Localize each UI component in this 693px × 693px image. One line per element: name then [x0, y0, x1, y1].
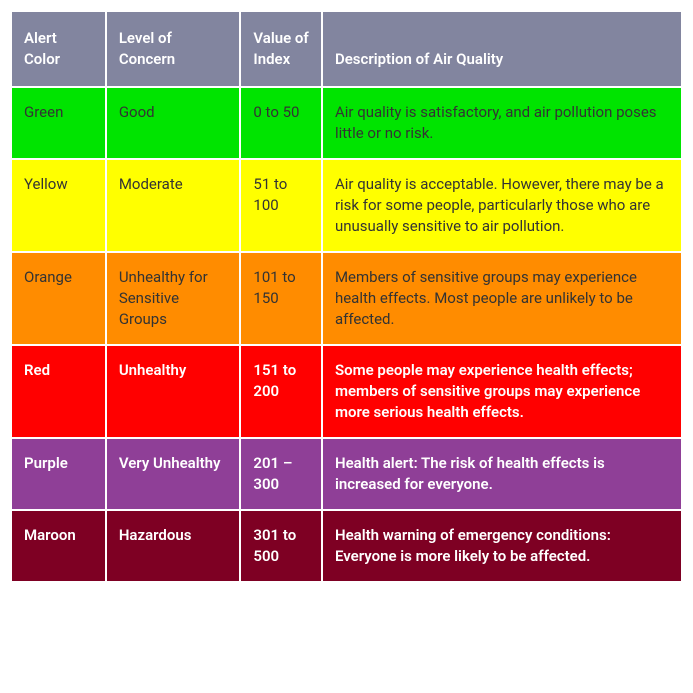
- table-row: RedUnhealthy151 to 200Some people may ex…: [12, 346, 681, 437]
- table-row: GreenGood0 to 50Air quality is satisfact…: [12, 88, 681, 158]
- cell-description: Air quality is satisfactory, and air pol…: [323, 88, 681, 158]
- cell-value: 201 – 300: [241, 439, 321, 509]
- cell-alert-color: Yellow: [12, 160, 105, 251]
- table-body: GreenGood0 to 50Air quality is satisfact…: [12, 88, 681, 581]
- cell-alert-color: Purple: [12, 439, 105, 509]
- cell-description: Some people may experience health effect…: [323, 346, 681, 437]
- cell-level: Unhealthy for Sensitive Groups: [107, 253, 240, 344]
- header-value-of-index: Value of Index: [241, 12, 321, 86]
- table-row: YellowModerate51 to 100Air quality is ac…: [12, 160, 681, 251]
- table-row: PurpleVery Unhealthy201 – 300Health aler…: [12, 439, 681, 509]
- cell-value: 0 to 50: [241, 88, 321, 158]
- header-alert-color: Alert Color: [12, 12, 105, 86]
- header-description: Description of Air Quality: [323, 12, 681, 86]
- cell-level: Hazardous: [107, 511, 240, 581]
- cell-level: Good: [107, 88, 240, 158]
- cell-alert-color: Maroon: [12, 511, 105, 581]
- cell-alert-color: Red: [12, 346, 105, 437]
- aqi-table: Alert Color Level of Concern Value of In…: [10, 10, 683, 583]
- cell-description: Air quality is acceptable. However, ther…: [323, 160, 681, 251]
- cell-value: 51 to 100: [241, 160, 321, 251]
- cell-description: Health alert: The risk of health effects…: [323, 439, 681, 509]
- cell-description: Members of sensitive groups may experien…: [323, 253, 681, 344]
- table-row: OrangeUnhealthy for Sensitive Groups101 …: [12, 253, 681, 344]
- header-level-of-concern: Level of Concern: [107, 12, 240, 86]
- table-header: Alert Color Level of Concern Value of In…: [12, 12, 681, 86]
- cell-level: Moderate: [107, 160, 240, 251]
- cell-level: Unhealthy: [107, 346, 240, 437]
- cell-alert-color: Green: [12, 88, 105, 158]
- cell-value: 151 to 200: [241, 346, 321, 437]
- cell-value: 301 to 500: [241, 511, 321, 581]
- cell-value: 101 to 150: [241, 253, 321, 344]
- cell-level: Very Unhealthy: [107, 439, 240, 509]
- cell-alert-color: Orange: [12, 253, 105, 344]
- table-row: MaroonHazardous301 to 500Health warning …: [12, 511, 681, 581]
- cell-description: Health warning of emergency conditions: …: [323, 511, 681, 581]
